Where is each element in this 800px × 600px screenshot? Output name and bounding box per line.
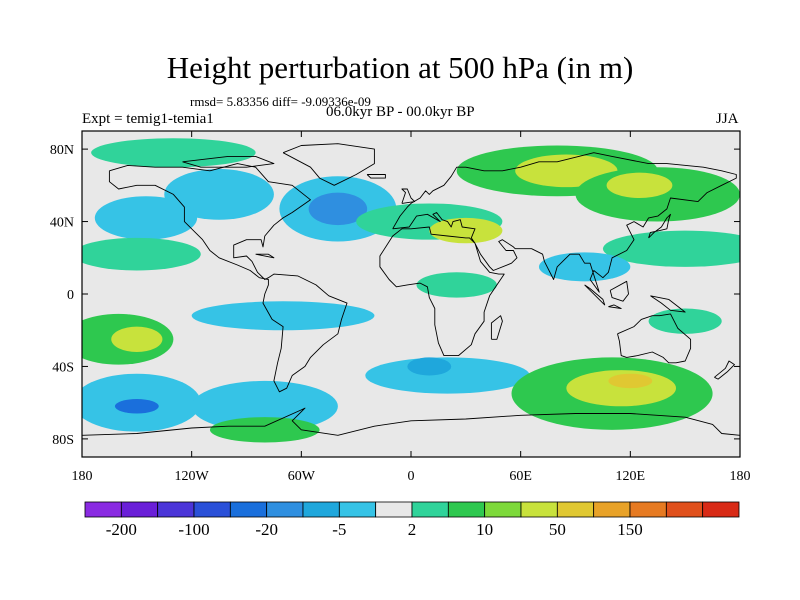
lon-tick-label: 180: [72, 469, 93, 484]
period-label: 06.0kyr BP - 00.0kyr BP: [326, 104, 475, 120]
anomaly-field-layer: [82, 131, 740, 457]
colorbar-label: 10: [476, 520, 493, 539]
coastline: [379, 152, 737, 357]
lon-tick-label: 0: [408, 469, 415, 484]
coastline: [617, 313, 692, 364]
coastline: [608, 304, 622, 309]
colorbar-label: -20: [255, 520, 278, 539]
colorbar-swatch: [375, 501, 413, 518]
coastline: [401, 188, 416, 204]
colorbar-label: 150: [617, 520, 643, 539]
colorbar-label: 2: [408, 520, 417, 539]
colorbar-swatch: [411, 501, 449, 518]
anomaly-contour-region: [82, 237, 201, 271]
coastline: [490, 315, 503, 340]
lon-tick-label: 60W: [288, 469, 316, 484]
anomaly-contour-region: [407, 357, 452, 376]
colorbar-swatch: [520, 501, 558, 518]
anomaly-contour-region: [191, 380, 338, 432]
lon-tick-label: 180: [730, 469, 751, 484]
colorbar-swatch: [120, 501, 159, 518]
lat-tick-label: 80N: [50, 143, 74, 158]
coastline: [648, 213, 671, 239]
anomaly-contour-region: [94, 196, 198, 240]
coastline: [82, 407, 740, 436]
coastline: [366, 174, 386, 179]
anomaly-contour-region: [191, 301, 375, 331]
colorbar-swatch: [702, 501, 740, 518]
plot-title: Height perturbation at 500 hPa (in m): [166, 50, 634, 85]
rmsd-diff-stats: rmsd= 5.83356 diff= -9.09336e-09: [190, 94, 371, 109]
colorbar-label: -100: [178, 520, 209, 539]
coastline: [650, 295, 686, 313]
lat-tick-label: 0: [67, 288, 74, 303]
lon-tick-label: 60E: [509, 469, 532, 484]
colorbar-label: -5: [332, 520, 346, 539]
coastline: [108, 163, 348, 393]
colorbar-swatch: [556, 501, 595, 518]
colorbar-swatch: [302, 501, 340, 518]
coastline: [714, 360, 735, 380]
colorbar-label: -200: [106, 520, 137, 539]
colorbar-swatch: [593, 501, 631, 518]
lat-tick-label: 40N: [50, 216, 74, 231]
colorbar-swatch: [484, 501, 522, 518]
anomaly-contour-region: [606, 172, 673, 199]
anomaly-contour-region: [538, 252, 631, 282]
anomaly-contour-region: [164, 169, 274, 220]
anomaly-contour-region: [114, 399, 159, 414]
lon-tick-label: 120E: [616, 469, 646, 484]
anomaly-contour-region: [209, 417, 320, 443]
anomaly-contour-region: [608, 373, 653, 389]
colorbar-swatch: [629, 501, 667, 518]
anomaly-contour-region: [308, 192, 368, 226]
colorbar-swatch: [193, 501, 231, 518]
colorbar-swatch: [338, 501, 377, 518]
lat-tick-label: 80S: [52, 433, 74, 448]
coastline: [282, 143, 375, 186]
colorbar-swatch: [266, 501, 304, 518]
coastline: [182, 155, 275, 168]
colorbar-swatch: [665, 501, 704, 518]
season-label: JJA: [716, 111, 739, 127]
coastline: [255, 253, 275, 259]
anomaly-contour-region: [602, 230, 740, 267]
colorbar-swatch: [447, 501, 486, 518]
lon-tick-label: 120W: [175, 469, 210, 484]
colorbar-swatch: [84, 501, 122, 518]
anomaly-contour-region: [429, 217, 503, 244]
anomaly-contour-region: [91, 138, 256, 168]
experiment-label: Expt = temig1-temia1: [82, 111, 214, 127]
colorbar-label: 50: [549, 520, 566, 539]
anomaly-contour-region: [111, 326, 163, 352]
coastline: [609, 280, 629, 302]
colorbar: -200 -100 -20 -5 2 10 50 150: [84, 501, 740, 539]
anomaly-contour-region: [365, 357, 530, 394]
anomaly-contour-region: [416, 272, 497, 298]
axis-ticks: 80N 40N 0 40S 80S 180 120W 60W 0 60E 120E 180: [50, 131, 751, 484]
colorbar-swatch: [157, 501, 195, 518]
colorbar-swatch: [229, 501, 268, 518]
coastline-layer: [82, 143, 740, 436]
coastline: [584, 284, 606, 306]
lat-tick-label: 40S: [52, 360, 74, 375]
